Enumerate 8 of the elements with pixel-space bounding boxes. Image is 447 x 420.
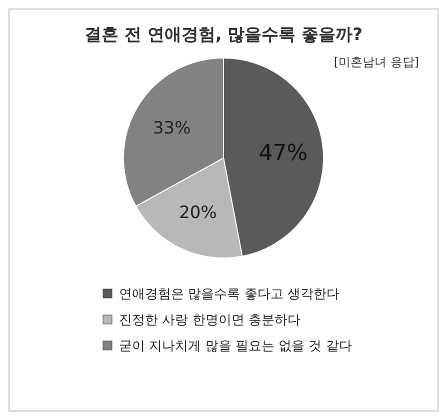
text: [미혼남녀 응답] — [334, 55, 419, 69]
data-label: 20% — [179, 203, 217, 224]
legend-label: 진정한 사랑 한명이면 충분하다 — [119, 313, 300, 328]
legend-label: 굳이 지나치게 많을 필요는 없을 것 같다 — [119, 339, 352, 354]
legend-label: 연애경험은 많을수록 좋다고 생각한다 — [119, 287, 340, 302]
data-label: 47% — [258, 141, 308, 166]
chart-title: 결혼 전 연애경험, 많을수록 좋을까? — [84, 25, 362, 45]
data-label: 33% — [152, 118, 191, 138]
